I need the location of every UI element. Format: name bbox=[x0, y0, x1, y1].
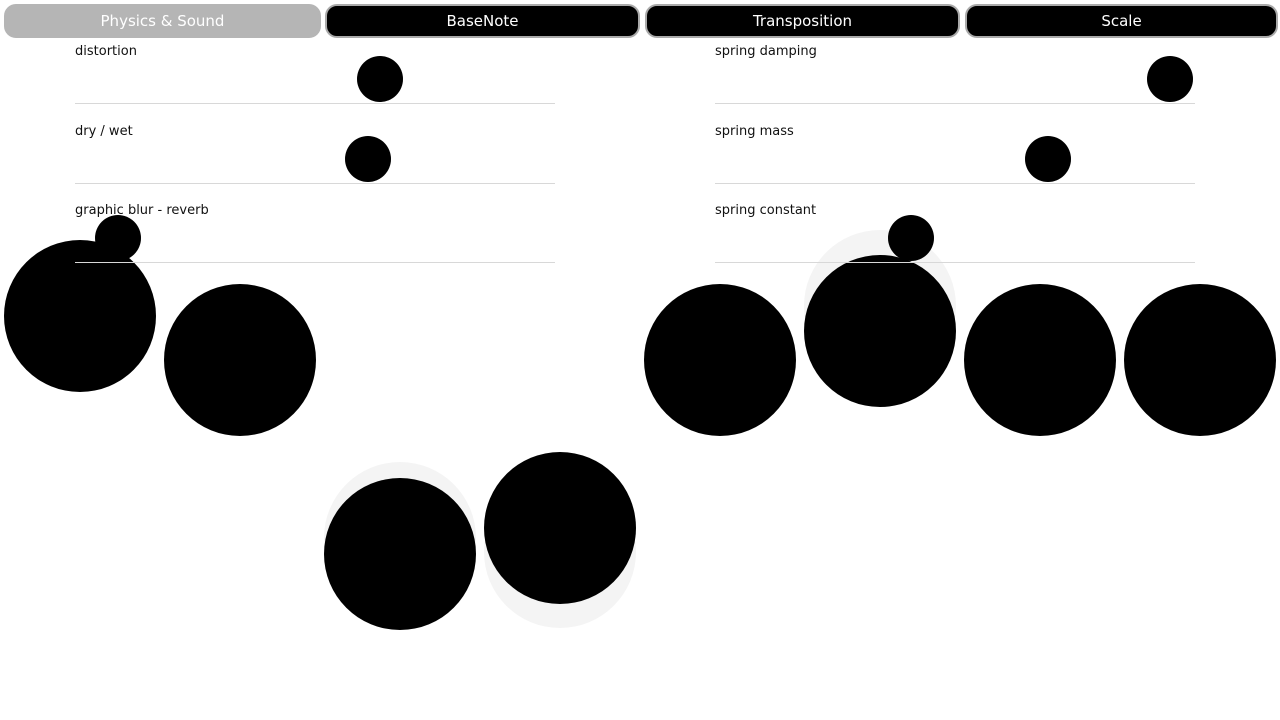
slider-knob[interactable] bbox=[356, 56, 403, 102]
physics-ball[interactable] bbox=[644, 284, 796, 436]
slider-knob[interactable] bbox=[95, 215, 142, 261]
distortion-slider[interactable]: distortion bbox=[75, 40, 555, 120]
slider-label: graphic blur - reverb bbox=[75, 203, 209, 218]
slider-knob[interactable] bbox=[344, 136, 391, 182]
slider-knob[interactable] bbox=[887, 215, 934, 261]
slider-track[interactable] bbox=[75, 183, 555, 184]
tab-label: Scale bbox=[1101, 12, 1142, 30]
slider-track[interactable] bbox=[715, 262, 1195, 263]
tab-transposition[interactable]: Transposition bbox=[645, 4, 960, 38]
tab-basenote[interactable]: BaseNote bbox=[325, 4, 640, 38]
physics-ball[interactable] bbox=[964, 284, 1116, 436]
tab-label: Transposition bbox=[752, 12, 853, 30]
physics-ball[interactable] bbox=[804, 255, 956, 407]
physics-ball[interactable] bbox=[4, 240, 156, 392]
slider-label: spring mass bbox=[715, 124, 794, 139]
physics-ball[interactable] bbox=[1124, 284, 1276, 436]
physics-ball[interactable] bbox=[484, 452, 636, 604]
slider-label: spring constant bbox=[715, 203, 817, 218]
slider-knob[interactable] bbox=[1025, 136, 1072, 182]
slider-track[interactable] bbox=[715, 183, 1195, 184]
dry-wet-slider[interactable]: dry / wet bbox=[75, 120, 555, 200]
tab-physics-sound[interactable]: Physics & Sound bbox=[4, 4, 321, 38]
spring-damping-slider[interactable]: spring damping bbox=[715, 40, 1195, 120]
spring-mass-slider[interactable]: spring mass bbox=[715, 120, 1195, 200]
tab-label: Physics & Sound bbox=[100, 12, 225, 30]
slider-label: spring damping bbox=[715, 44, 817, 59]
slider-track[interactable] bbox=[75, 262, 555, 263]
physics-ball[interactable] bbox=[164, 284, 316, 436]
tab-label: BaseNote bbox=[446, 12, 519, 30]
slider-label: distortion bbox=[75, 44, 137, 59]
slider-track[interactable] bbox=[75, 103, 555, 104]
spring-constant-slider[interactable]: spring constant bbox=[715, 199, 1195, 279]
physics-ball[interactable] bbox=[324, 478, 476, 630]
slider-knob[interactable] bbox=[1147, 56, 1194, 102]
slider-label: dry / wet bbox=[75, 124, 133, 139]
tab-scale[interactable]: Scale bbox=[965, 4, 1278, 38]
graphic-blur-reverb-slider[interactable]: graphic blur - reverb bbox=[75, 199, 555, 279]
slider-track[interactable] bbox=[715, 103, 1195, 104]
